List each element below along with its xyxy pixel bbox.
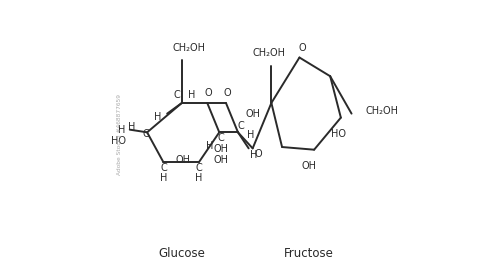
- Text: OH: OH: [302, 161, 317, 171]
- Text: H: H: [247, 130, 254, 140]
- Text: OH: OH: [176, 156, 191, 166]
- Text: C: C: [196, 163, 202, 173]
- Text: Adobe Stock | #468877659: Adobe Stock | #468877659: [117, 94, 122, 176]
- Text: H: H: [188, 90, 195, 100]
- Text: CH₂OH: CH₂OH: [366, 106, 398, 116]
- Text: CH₂OH: CH₂OH: [252, 49, 285, 59]
- Text: H: H: [206, 141, 214, 151]
- Text: OH: OH: [213, 155, 228, 165]
- Text: H: H: [160, 173, 168, 183]
- Text: OH: OH: [213, 144, 228, 154]
- Text: C: C: [142, 130, 149, 140]
- Text: O: O: [254, 149, 262, 159]
- Text: OH: OH: [246, 109, 261, 119]
- Text: H: H: [118, 125, 126, 135]
- Text: Glucose: Glucose: [158, 247, 206, 260]
- Text: H: H: [154, 112, 162, 122]
- Text: HO: HO: [330, 129, 345, 139]
- Text: HO: HO: [110, 136, 126, 146]
- Text: O: O: [205, 88, 212, 98]
- Text: H: H: [195, 173, 202, 183]
- Text: C: C: [238, 121, 244, 131]
- Text: O: O: [224, 88, 231, 98]
- Text: H: H: [128, 122, 135, 132]
- Text: O: O: [298, 43, 306, 53]
- Text: H: H: [250, 150, 257, 160]
- Text: C: C: [160, 163, 167, 173]
- Text: CH₂OH: CH₂OH: [172, 43, 205, 53]
- Text: C: C: [174, 90, 180, 100]
- Text: C: C: [217, 133, 224, 143]
- Text: Fructose: Fructose: [284, 247, 334, 260]
